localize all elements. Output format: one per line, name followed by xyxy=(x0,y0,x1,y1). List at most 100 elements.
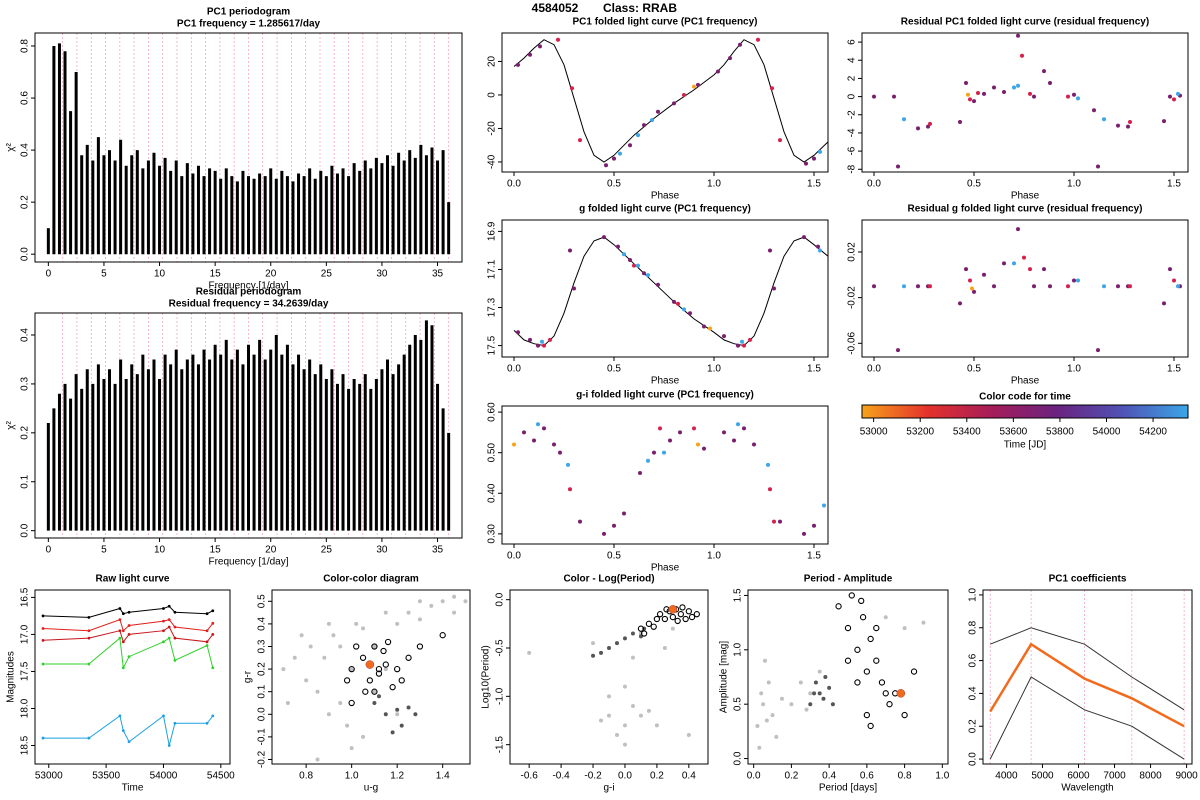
y-tick-label: 0.1 xyxy=(257,684,268,698)
data-point xyxy=(622,684,627,689)
data-point xyxy=(872,284,876,289)
data-point xyxy=(167,636,171,640)
data-point xyxy=(118,607,122,610)
data-point xyxy=(162,619,165,623)
x-tick-label: 1.5 xyxy=(807,179,821,190)
data-point xyxy=(211,714,215,718)
data-point xyxy=(976,90,980,95)
y-tick-label: 17.3 xyxy=(487,297,498,317)
data-point xyxy=(672,299,676,304)
data-point xyxy=(41,614,45,618)
data-point xyxy=(901,711,908,719)
data-point xyxy=(779,696,784,701)
y-tick-label: 0.3 xyxy=(20,377,31,391)
data-point xyxy=(622,252,626,257)
data-point xyxy=(315,689,320,694)
y-tick-label: -0.02 xyxy=(847,286,858,309)
data-point xyxy=(882,690,889,697)
data-point xyxy=(1020,53,1024,58)
data-point xyxy=(211,621,215,625)
x-axis-label: Phase xyxy=(651,563,680,574)
y-tick-label: 0.5 xyxy=(733,697,744,711)
data-point xyxy=(688,613,696,621)
data-point xyxy=(602,235,606,240)
data-point xyxy=(205,640,209,644)
chart-subtitle: Residual frequency = 34.2639/day xyxy=(169,299,329,310)
data-point xyxy=(1168,94,1172,99)
x-tick-label: 10 xyxy=(154,269,166,280)
data-point xyxy=(516,330,520,335)
data-point xyxy=(372,700,377,705)
data-point xyxy=(380,647,387,655)
data-point xyxy=(452,594,457,599)
y-tick-label: 0.4 xyxy=(257,617,268,631)
x-tick-label: 35 xyxy=(432,269,444,280)
data-point xyxy=(162,607,165,610)
data-point xyxy=(349,667,354,672)
data-point xyxy=(343,677,351,684)
x-tick-label: 1.0 xyxy=(707,551,721,562)
x-axis-label: g-i xyxy=(603,783,614,794)
data-point xyxy=(622,723,627,728)
y-tick-label: 0.4 xyxy=(20,328,31,342)
data-point xyxy=(928,121,932,126)
data-point xyxy=(452,610,457,615)
y-tick-label: 0.0 xyxy=(968,752,979,766)
plot-frame xyxy=(509,589,709,765)
data-point xyxy=(672,101,676,106)
series-line xyxy=(990,627,1185,711)
data-point xyxy=(413,712,418,717)
data-point xyxy=(304,678,309,683)
x-tick-label: 1.5 xyxy=(1167,364,1181,375)
data-point xyxy=(121,729,125,733)
data-point xyxy=(417,599,422,604)
data-point xyxy=(1066,284,1070,289)
data-point xyxy=(916,126,920,131)
data-point xyxy=(121,612,125,616)
plot-frame xyxy=(34,32,463,263)
plot-frame xyxy=(861,219,1189,358)
y-tick-label: 0.8 xyxy=(20,39,31,53)
y-tick-label: 0.8 xyxy=(968,620,979,634)
data-point xyxy=(1126,124,1130,129)
series-line xyxy=(43,715,214,746)
x-tick-label: 0.8 xyxy=(898,771,912,782)
data-point xyxy=(728,56,732,61)
data-point xyxy=(968,97,972,102)
data-point xyxy=(910,668,918,675)
data-point xyxy=(632,263,636,268)
data-point xyxy=(167,604,171,608)
data-point xyxy=(1172,278,1176,283)
data-point xyxy=(716,69,720,74)
data-point xyxy=(205,629,209,633)
data-point xyxy=(382,661,389,668)
data-point xyxy=(162,714,165,718)
data-point xyxy=(816,244,820,249)
x-tick-label: 54000 xyxy=(1093,427,1121,438)
x-axis-label: Wavelength xyxy=(1061,783,1113,794)
data-point xyxy=(696,442,700,447)
data-point xyxy=(118,714,122,718)
data-point xyxy=(972,99,976,104)
data-point xyxy=(614,641,619,646)
data-point xyxy=(645,620,653,627)
data-point xyxy=(558,450,562,455)
data-point xyxy=(677,611,685,618)
data-point xyxy=(854,679,861,686)
data-point xyxy=(118,636,122,640)
data-point xyxy=(359,654,367,661)
x-tick-label: 54500 xyxy=(207,771,235,782)
x-tick-label: 30 xyxy=(376,269,388,280)
x-tick-label: 35 xyxy=(432,545,444,556)
data-point xyxy=(1128,120,1132,125)
x-tick-label: 54000 xyxy=(150,771,178,782)
x-tick-label: 0.0 xyxy=(747,771,761,782)
y-axis-label: g-r xyxy=(243,670,254,683)
y-tick-label: 0.0 xyxy=(20,247,31,261)
data-point xyxy=(740,339,744,344)
data-point xyxy=(766,462,770,467)
data-point xyxy=(405,654,412,661)
data-point xyxy=(1096,348,1100,353)
data-point xyxy=(817,669,822,674)
data-point xyxy=(572,286,576,291)
